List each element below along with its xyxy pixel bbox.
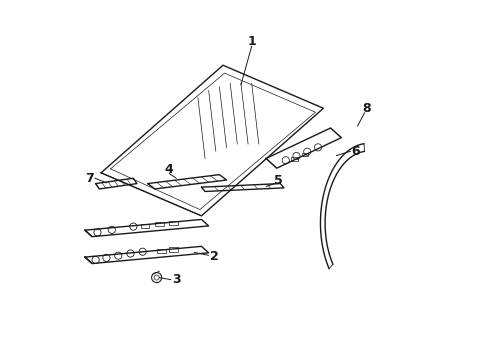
Bar	[290, 157, 297, 161]
Bar	[156, 249, 165, 253]
Text: 5: 5	[274, 174, 283, 186]
Bar	[169, 247, 178, 252]
Bar	[140, 224, 149, 228]
Text: 6: 6	[351, 145, 359, 158]
Text: 3: 3	[172, 273, 180, 286]
Bar	[155, 222, 163, 226]
Text: 4: 4	[164, 163, 173, 176]
Bar	[301, 153, 308, 156]
Bar	[169, 221, 178, 225]
Text: 1: 1	[247, 35, 256, 49]
Text: 8: 8	[362, 102, 370, 115]
Text: 7: 7	[85, 172, 94, 185]
Text: 2: 2	[209, 249, 218, 262]
